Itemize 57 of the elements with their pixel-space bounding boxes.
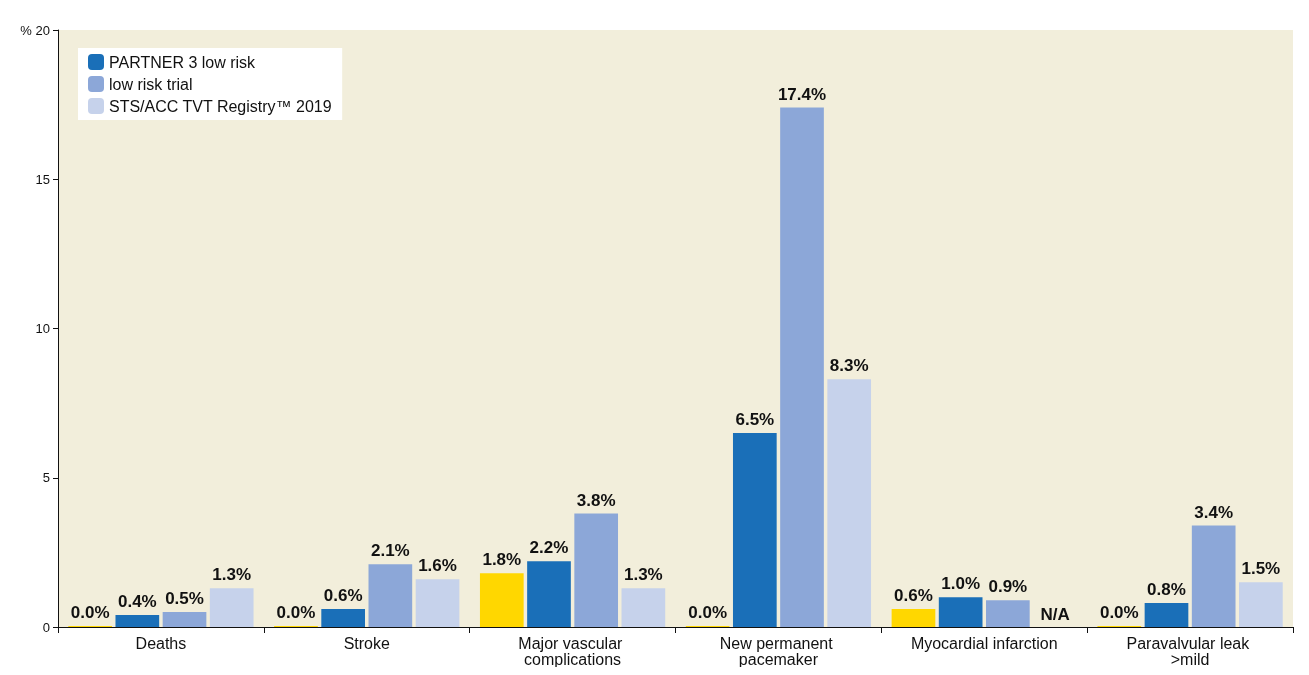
- bar: [827, 379, 872, 627]
- data-label: 1.5%: [1241, 559, 1281, 579]
- y-tick-label: 0: [42, 619, 50, 635]
- bar: [162, 612, 207, 627]
- data-label: 0.4%: [117, 592, 157, 612]
- x-tick-label: New permanent pacemaker: [719, 634, 838, 668]
- data-label: 1.8%: [482, 550, 522, 570]
- data-label: 2.2%: [529, 538, 569, 558]
- x-tick-label: Major vascular complications: [518, 634, 627, 668]
- bar: [986, 600, 1030, 627]
- data-label: 0.9%: [988, 577, 1028, 597]
- x-tick-label: Paravalvular leak >mild: [1126, 634, 1254, 668]
- data-label: 0.6%: [894, 586, 933, 606]
- legend-label: low risk trial: [109, 75, 193, 93]
- data-label: 0.0%: [1099, 603, 1139, 622]
- bar: [527, 561, 571, 627]
- data-label: 8.3%: [829, 356, 869, 376]
- data-label: 1.6%: [418, 556, 457, 576]
- data-label: 6.5%: [735, 409, 775, 429]
- data-label: 17.4%: [777, 84, 827, 104]
- bar: [479, 573, 524, 627]
- x-tick-label: Deaths: [135, 634, 187, 652]
- data-label: 0.0%: [688, 603, 728, 622]
- bar: [368, 564, 413, 627]
- data-label: 0.0%: [70, 603, 110, 622]
- data-label: 1.3%: [623, 565, 663, 585]
- data-label: 0.8%: [1147, 580, 1186, 600]
- bar: [115, 615, 160, 627]
- y-tick-label: 5: [42, 470, 50, 486]
- text: N/A: [1040, 605, 1070, 624]
- bar: [1144, 603, 1189, 627]
- bar: [574, 513, 619, 627]
- bar: [938, 597, 983, 627]
- data-label: 3.8%: [576, 490, 616, 510]
- bar: [780, 107, 824, 627]
- bar: [1191, 525, 1236, 627]
- y-tick-label: % 20: [20, 22, 50, 38]
- y-tick-label: 15: [35, 171, 50, 187]
- data-label: 1.3%: [212, 565, 252, 585]
- x-tick-label: Myocardial infarction: [910, 634, 1058, 652]
- y-tick-label: 10: [35, 321, 50, 336]
- bar: [621, 588, 666, 627]
- legend-label: STS/ACC TVT Registry™ 2019: [109, 97, 332, 115]
- bar: [732, 432, 777, 627]
- data-label: 3.4%: [1194, 502, 1234, 522]
- bar: [321, 609, 365, 627]
- legend-label: PARTNER 3 low risk: [109, 53, 257, 71]
- data-label: 0.6%: [323, 586, 363, 606]
- data-label: 2.1%: [370, 541, 410, 561]
- data-label: 0.5%: [165, 589, 204, 609]
- bar: [209, 588, 254, 627]
- bar: [891, 609, 936, 627]
- bar: [415, 579, 460, 627]
- bar: [1239, 582, 1283, 627]
- data-label: 0.0%: [276, 603, 316, 622]
- data-label: 1.0%: [941, 574, 981, 594]
- x-tick-label: Stroke: [343, 634, 390, 652]
